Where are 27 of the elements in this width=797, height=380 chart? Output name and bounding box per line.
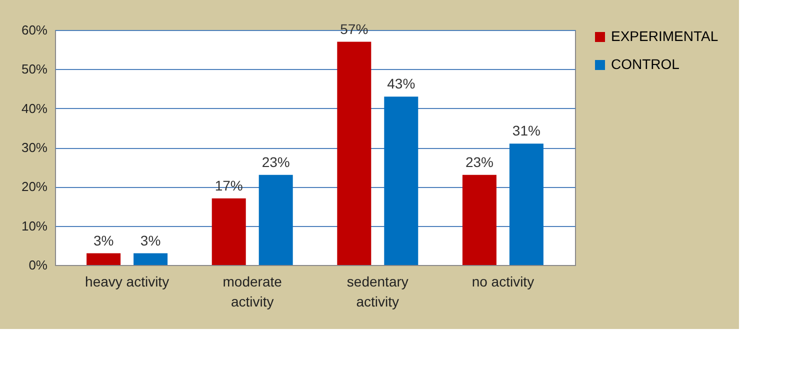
bar xyxy=(86,253,121,265)
data-label: 23% xyxy=(262,154,290,170)
y-tick-label: 20% xyxy=(21,179,48,194)
bar xyxy=(337,42,372,265)
data-label: 43% xyxy=(387,76,416,92)
x-tick-label: sedentary activity xyxy=(346,274,408,310)
data-label: 31% xyxy=(512,122,540,139)
y-tick-label: 30% xyxy=(21,140,48,155)
x-tick-label: heavy activity xyxy=(85,274,170,290)
y-tick-label: 50% xyxy=(21,62,48,77)
data-label: 23% xyxy=(465,154,494,170)
bar xyxy=(212,198,246,265)
bar xyxy=(509,144,544,265)
y-tick-label: 0% xyxy=(28,258,48,272)
y-tick-label: 10% xyxy=(21,218,48,234)
bar xyxy=(258,174,293,265)
x-tick-label: no activity xyxy=(472,274,534,290)
legend-label: EXPERIMENTAL xyxy=(611,28,718,44)
bar xyxy=(384,96,418,265)
y-tick-label: 40% xyxy=(21,100,48,116)
x-tick-label: moderate activity xyxy=(222,274,282,310)
legend-label: CONTROL xyxy=(611,56,680,72)
y-tick-label: 60% xyxy=(21,22,48,38)
data-label: 3% xyxy=(140,232,161,248)
bar xyxy=(134,253,168,265)
bar xyxy=(462,174,496,265)
data-label: 3% xyxy=(93,232,114,248)
